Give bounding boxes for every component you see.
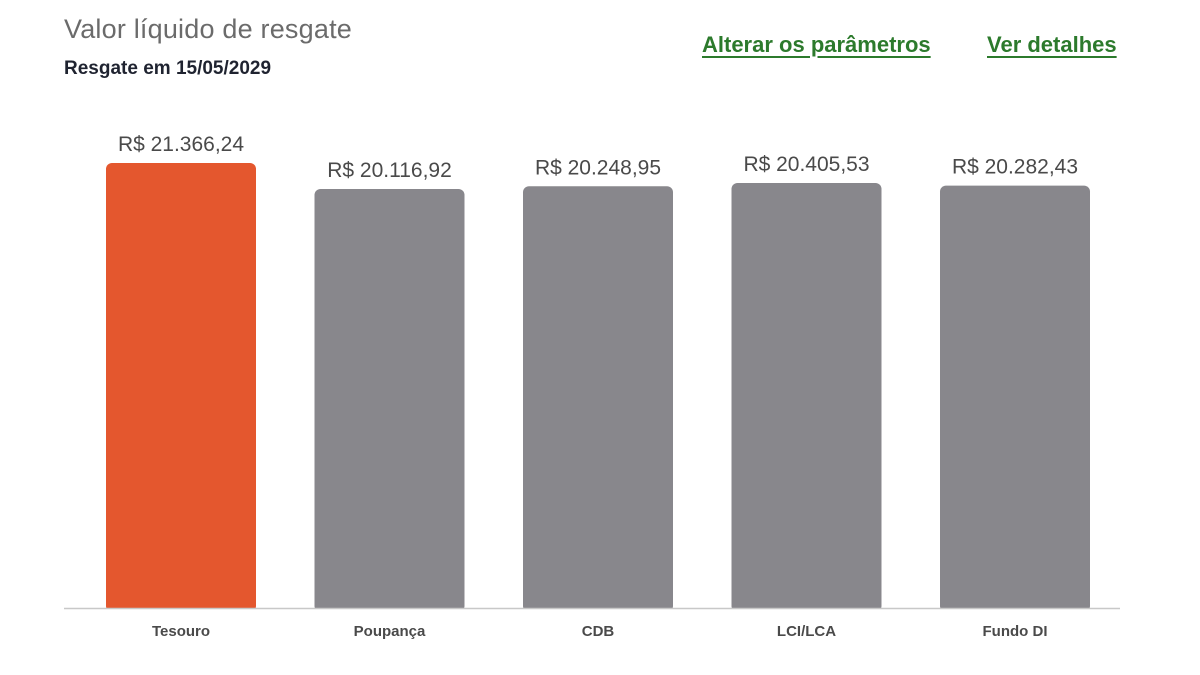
- category-label: Tesouro: [152, 623, 210, 640]
- view-details-link[interactable]: Ver detalhes: [987, 32, 1117, 57]
- bar-value-label: R$ 20.116,92: [327, 159, 452, 182]
- chart-title: Valor líquido de resgate: [64, 14, 352, 44]
- change-parameters-link[interactable]: Alterar os parâmetros: [702, 32, 931, 57]
- bar-value-label: R$ 20.248,95: [535, 156, 661, 179]
- category-label: CDB: [582, 623, 615, 640]
- bar-cdb[interactable]: [523, 186, 673, 612]
- baseline-mask: [0, 609, 1200, 615]
- bar-value-label: R$ 20.282,43: [952, 156, 1078, 179]
- category-label: LCI/LCA: [777, 623, 836, 640]
- bar-value-label: R$ 21.366,24: [118, 133, 244, 156]
- category-label: Poupança: [354, 623, 426, 640]
- bar-lci-lca[interactable]: [731, 183, 882, 612]
- bar-value-label: R$ 20.405,53: [743, 153, 869, 176]
- bar-fundo-di[interactable]: [940, 185, 1090, 612]
- bar-tesouro[interactable]: [106, 163, 256, 612]
- bar-poupan-a[interactable]: [314, 189, 465, 612]
- redemption-date-subtitle: Resgate em 15/05/2029: [64, 58, 272, 79]
- category-label: Fundo DI: [983, 623, 1048, 640]
